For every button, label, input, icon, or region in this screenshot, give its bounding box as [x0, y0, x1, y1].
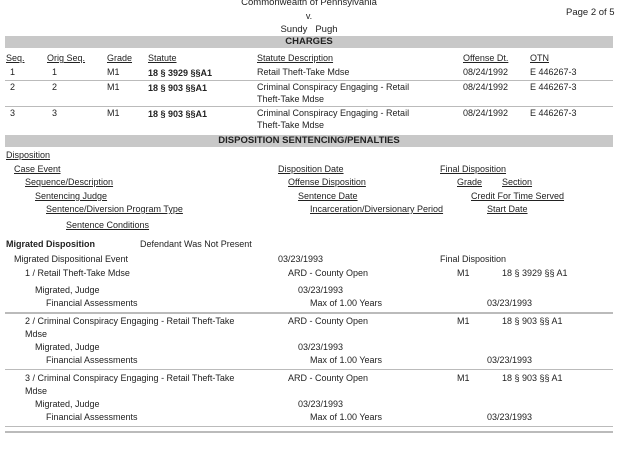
divider	[5, 106, 613, 107]
seq: 1	[10, 67, 16, 77]
sentencing-judge: Migrated, Judge	[35, 342, 100, 352]
grade: M1	[457, 268, 470, 278]
description: Retail Theft-Take Mdse	[257, 67, 350, 77]
grade: M1	[457, 373, 470, 383]
legend-section: Section	[502, 177, 533, 187]
divider	[5, 80, 613, 81]
charges-header: CHARGES	[5, 36, 613, 48]
offense-date: 08/24/1992	[463, 108, 509, 118]
section: 18 § 3929 §§ A1	[502, 268, 568, 278]
seq: 3	[10, 108, 16, 118]
legend-case-event: Case Event	[14, 164, 61, 174]
legend-seq-desc: Sequence/Description	[25, 177, 114, 187]
program-type: Financial Assessments	[46, 355, 138, 365]
section: 18 § 903 §§ A1	[502, 373, 563, 383]
col-offense-date: Offense Dt.	[463, 53, 509, 63]
start-date: 03/23/1993	[487, 412, 533, 422]
col-otn: OTN	[530, 53, 549, 63]
sequence-description: 1 / Retail Theft-Take Mdse	[25, 268, 130, 278]
legend-grade: Grade	[457, 177, 483, 187]
sentence-date: 03/23/1993	[298, 285, 344, 295]
otn: E 446267-3	[530, 108, 577, 118]
disposition-header: DISPOSITION SENTENCING/PENALTIES	[5, 135, 613, 147]
orig-seq: 1	[52, 67, 58, 77]
legend-final-disp: Final Disposition	[440, 164, 507, 174]
otn: E 446267-3	[530, 82, 577, 92]
col-grade: Grade	[107, 53, 133, 63]
legend-start-date: Start Date	[487, 204, 528, 214]
section: 18 § 903 §§ A1	[502, 316, 563, 326]
legend-sentence-date: Sentence Date	[298, 191, 358, 201]
page-number: Page 2 of 5	[566, 7, 615, 18]
sentence-date: 03/23/1993	[298, 399, 344, 409]
period: Max of 1.00 Years	[310, 298, 383, 308]
sentencing-judge: Migrated, Judge	[35, 285, 100, 295]
program-type: Financial Assessments	[46, 412, 138, 422]
offense-disposition: ARD - County Open	[288, 373, 369, 383]
sequence-description-cont: Mdse	[25, 329, 48, 339]
presence-status: Defendant Was Not Present	[140, 239, 252, 249]
description: Criminal Conspiracy Engaging - Retail	[257, 108, 410, 118]
legend-disp-date: Disposition Date	[278, 164, 344, 174]
migrated-disposition-label: Migrated Disposition	[6, 239, 96, 249]
legend-offense-disp: Offense Disposition	[288, 177, 366, 187]
description-cont: Theft-Take Mdse	[257, 94, 325, 104]
grade: M1	[107, 82, 120, 92]
description-cont: Theft-Take Mdse	[257, 120, 325, 130]
col-description: Statute Description	[257, 53, 334, 63]
offense-date: 08/24/1992	[463, 82, 509, 92]
divider	[5, 369, 613, 370]
period: Max of 1.00 Years	[310, 412, 383, 422]
offense-date: 08/24/1992	[463, 67, 509, 77]
sentence-date: 03/23/1993	[298, 342, 344, 352]
period: Max of 1.00 Years	[310, 355, 383, 365]
program-type: Financial Assessments	[46, 298, 138, 308]
statute: 18 § 903 §§A1	[148, 83, 208, 93]
grade: M1	[107, 108, 120, 118]
start-date: 03/23/1993	[487, 298, 533, 308]
orig-seq: 3	[52, 108, 58, 118]
sequence-description-cont: Mdse	[25, 386, 48, 396]
grade: M1	[107, 67, 120, 77]
col-orig-seq: Orig Seq.	[47, 53, 86, 63]
seq: 2	[10, 82, 16, 92]
divider	[5, 431, 613, 433]
statute: 18 § 3929 §§A1	[148, 68, 213, 78]
legend-conditions: Sentence Conditions	[66, 220, 150, 230]
offense-disposition: ARD - County Open	[288, 268, 369, 278]
start-date: 03/23/1993	[487, 355, 533, 365]
legend-period: Incarceration/Diversionary Period	[310, 204, 444, 214]
col-statute: Statute	[148, 53, 177, 63]
col-seq: Seq.	[6, 53, 25, 63]
legend-judge: Sentencing Judge	[35, 191, 108, 201]
sequence-description: 2 / Criminal Conspiracy Engaging - Retai…	[25, 316, 235, 326]
legend-credit: Credit For Time Served	[471, 191, 565, 201]
divider	[5, 312, 613, 314]
orig-seq: 2	[52, 82, 58, 92]
sequence-description: 3 / Criminal Conspiracy Engaging - Retai…	[25, 373, 235, 383]
offense-disposition: ARD - County Open	[288, 316, 369, 326]
event-name: Migrated Dispositional Event	[14, 254, 129, 264]
versus: v.	[305, 11, 313, 21]
statute: 18 § 903 §§A1	[148, 109, 208, 119]
final-disposition: Final Disposition	[440, 254, 507, 264]
description: Criminal Conspiracy Engaging - Retail	[257, 82, 410, 92]
sentencing-judge: Migrated, Judge	[35, 399, 100, 409]
divider	[5, 426, 613, 427]
grade: M1	[457, 316, 470, 326]
defendant-name: Sundy Pugh	[280, 24, 338, 35]
legend-program-type: Sentence/Diversion Program Type	[46, 204, 183, 214]
court-line: Commonwealth of Pennsylvania	[241, 0, 377, 8]
event-date: 03/23/1993	[278, 254, 324, 264]
otn: E 446267-3	[530, 67, 577, 77]
legend-disposition: Disposition	[6, 150, 51, 160]
